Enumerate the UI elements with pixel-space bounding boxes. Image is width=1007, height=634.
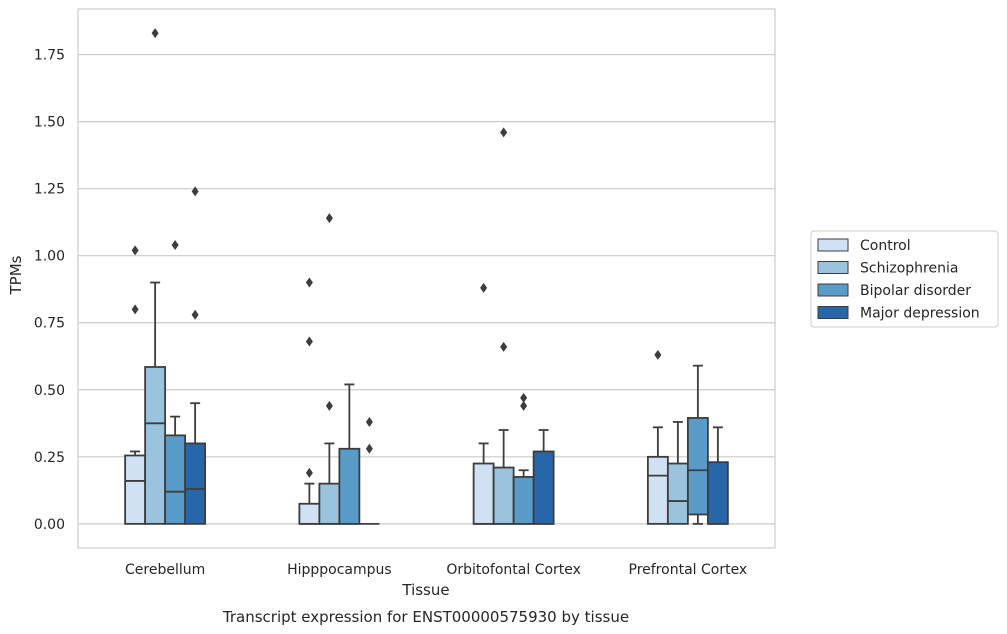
outlier-point (520, 400, 528, 411)
outlier-point (500, 341, 508, 352)
outlier-point (305, 277, 313, 288)
y-tick-label: 0.50 (34, 383, 65, 399)
legend-swatch (817, 283, 849, 297)
y-tick-label: 0.00 (34, 517, 65, 533)
outlier-point (131, 304, 139, 315)
y-tick-label: 1.75 (34, 48, 65, 64)
outlier-point (131, 245, 139, 256)
box-major-depression (706, 426, 729, 525)
legend-swatch (817, 306, 849, 319)
x-tick-label: Hipppocampus (287, 562, 392, 578)
x-axis-ticks: Cerebellum Hipppocampus Orbitofontal Corte… (125, 562, 747, 578)
box-body (706, 461, 729, 525)
box-major-depression (532, 429, 555, 525)
box-body (318, 482, 341, 525)
box-body (164, 434, 187, 525)
x-tick-label: Orbitofontal Cortex (446, 562, 581, 578)
box-body (144, 366, 167, 525)
y-axis-label: TPMs (7, 255, 25, 295)
box-body (124, 454, 147, 525)
box-control (472, 282, 495, 525)
outlier-point (325, 213, 333, 224)
box-control (298, 277, 321, 525)
outlier-point (171, 239, 179, 250)
box-body (492, 466, 515, 525)
legend-swatch (817, 238, 849, 252)
y-tick-label: 1.25 (34, 182, 65, 198)
outlier-point (654, 349, 662, 360)
box-groups (124, 28, 729, 525)
box-major-depression (184, 186, 207, 525)
outlier-point (305, 336, 313, 347)
box-body (184, 442, 207, 525)
legend-swatch (817, 261, 849, 274)
outlier-point (325, 400, 333, 411)
legend-frame (810, 230, 999, 328)
legend-label: Schizophrenia (860, 261, 958, 277)
chart-caption: Transcript expression for ENST0000057593… (222, 608, 629, 626)
x-tick-label: Cerebellum (125, 562, 205, 578)
box-body (646, 455, 669, 525)
outlier-point (365, 443, 373, 454)
y-axis-ticks: 0.00 0.25 0.50 0.75 1.00 1.25 1.50 1.75 (34, 48, 65, 533)
box-body (666, 462, 689, 525)
legend-label: Control (860, 238, 911, 254)
outlier-point (191, 309, 199, 320)
y-tick-label: 0.75 (34, 316, 65, 332)
box-body (532, 450, 555, 525)
y-tick-label: 1.50 (34, 115, 65, 131)
box-bipolar-disorder (338, 383, 361, 525)
box-major-depression (359, 416, 380, 525)
y-tick-label: 1.00 (34, 249, 65, 265)
legend-label: Bipolar disorder (860, 283, 971, 299)
outlier-point (151, 28, 159, 39)
box-body (298, 502, 321, 525)
box-body (512, 476, 535, 525)
x-axis-label: Tissue (401, 581, 449, 599)
outlier-point (480, 282, 488, 293)
box-body (338, 447, 361, 525)
y-tick-label: 0.25 (34, 450, 65, 466)
outlier-point (305, 467, 313, 478)
box-body (686, 417, 709, 516)
outlier-point (365, 416, 373, 427)
x-tick-label: Prefrontal Cortex (629, 562, 748, 578)
outlier-point (191, 186, 199, 197)
outlier-point (500, 127, 508, 138)
legend: Control Schizophrenia Bipolar disorder Majo… (810, 230, 999, 328)
legend-label: Major depression (860, 306, 980, 322)
box-body (472, 462, 495, 525)
outlier-point (520, 392, 528, 403)
